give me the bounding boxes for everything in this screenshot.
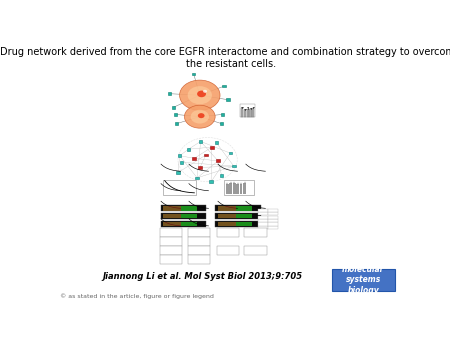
Bar xyxy=(268,222,278,225)
Bar xyxy=(217,206,236,211)
Circle shape xyxy=(198,113,205,118)
Bar xyxy=(258,222,268,225)
Bar xyxy=(204,153,208,156)
Bar xyxy=(163,206,197,211)
Bar xyxy=(163,180,196,195)
Bar xyxy=(236,184,239,194)
Bar xyxy=(198,166,202,169)
Bar xyxy=(210,146,214,149)
Bar xyxy=(199,140,202,143)
Bar xyxy=(188,255,210,264)
Bar xyxy=(172,106,175,108)
Bar xyxy=(243,183,246,194)
Bar xyxy=(268,216,278,219)
Bar xyxy=(216,160,220,162)
Bar xyxy=(221,113,225,116)
Bar xyxy=(188,237,210,246)
Bar xyxy=(163,221,181,226)
Text: Jiannong Li et al. Mol Syst Biol 2013;9:705: Jiannong Li et al. Mol Syst Biol 2013;9:… xyxy=(103,272,303,281)
Bar xyxy=(241,108,243,117)
Bar xyxy=(233,183,235,194)
Circle shape xyxy=(184,105,215,128)
Bar xyxy=(268,212,278,215)
Bar xyxy=(187,148,190,150)
Bar xyxy=(209,180,213,183)
Bar xyxy=(249,110,252,117)
Circle shape xyxy=(191,110,209,124)
Bar xyxy=(193,157,196,160)
Bar xyxy=(225,180,254,195)
Bar xyxy=(268,226,278,229)
Bar xyxy=(178,154,181,157)
Bar xyxy=(268,209,278,212)
Bar xyxy=(215,141,218,144)
Bar xyxy=(163,206,181,211)
Bar xyxy=(217,214,252,218)
Bar xyxy=(220,122,223,125)
Bar xyxy=(258,226,268,229)
Bar xyxy=(176,171,180,174)
Text: molecular
systems
biology: molecular systems biology xyxy=(342,265,384,295)
Bar xyxy=(168,92,171,95)
Bar xyxy=(161,221,206,227)
Bar xyxy=(217,206,252,211)
Bar xyxy=(258,212,268,215)
Bar xyxy=(188,246,210,255)
Bar xyxy=(216,221,261,227)
Bar xyxy=(244,246,267,255)
Bar xyxy=(268,219,278,222)
Bar xyxy=(232,165,235,167)
Bar xyxy=(216,205,261,211)
Text: © as stated in the article, figure or figure legend: © as stated in the article, figure or fi… xyxy=(60,293,214,299)
Bar xyxy=(258,216,268,219)
Bar xyxy=(160,227,182,237)
Bar xyxy=(258,219,268,222)
Bar xyxy=(161,213,206,219)
Bar xyxy=(160,246,182,255)
Bar xyxy=(217,221,252,226)
Bar xyxy=(163,214,197,218)
Circle shape xyxy=(197,91,206,97)
Bar xyxy=(244,227,267,237)
Bar xyxy=(226,98,230,101)
Bar xyxy=(217,221,236,226)
Bar xyxy=(174,113,177,116)
Text: Drug network derived from the core EGFR interactome and combination strategy to : Drug network derived from the core EGFR … xyxy=(0,47,450,70)
Bar xyxy=(161,205,206,211)
Bar xyxy=(216,246,239,255)
Bar xyxy=(216,213,261,219)
Bar xyxy=(247,109,249,117)
Bar xyxy=(163,214,181,218)
Bar xyxy=(160,255,182,264)
Bar xyxy=(226,184,229,194)
Bar xyxy=(220,174,223,176)
FancyBboxPatch shape xyxy=(332,269,395,291)
Bar xyxy=(180,161,183,164)
Bar xyxy=(217,214,236,218)
Bar xyxy=(192,73,195,75)
Bar xyxy=(240,184,243,194)
Bar xyxy=(240,104,255,117)
Circle shape xyxy=(203,90,207,93)
Bar xyxy=(258,209,268,212)
Circle shape xyxy=(180,80,220,110)
Bar xyxy=(195,176,199,179)
Bar xyxy=(244,110,246,117)
Bar xyxy=(229,152,232,154)
Bar xyxy=(163,221,197,226)
Bar xyxy=(188,227,210,237)
Bar xyxy=(160,237,182,246)
Bar xyxy=(252,108,254,117)
Bar xyxy=(222,85,226,88)
Bar xyxy=(229,183,232,194)
Circle shape xyxy=(188,86,212,104)
Bar xyxy=(175,122,178,125)
Bar xyxy=(216,227,239,237)
